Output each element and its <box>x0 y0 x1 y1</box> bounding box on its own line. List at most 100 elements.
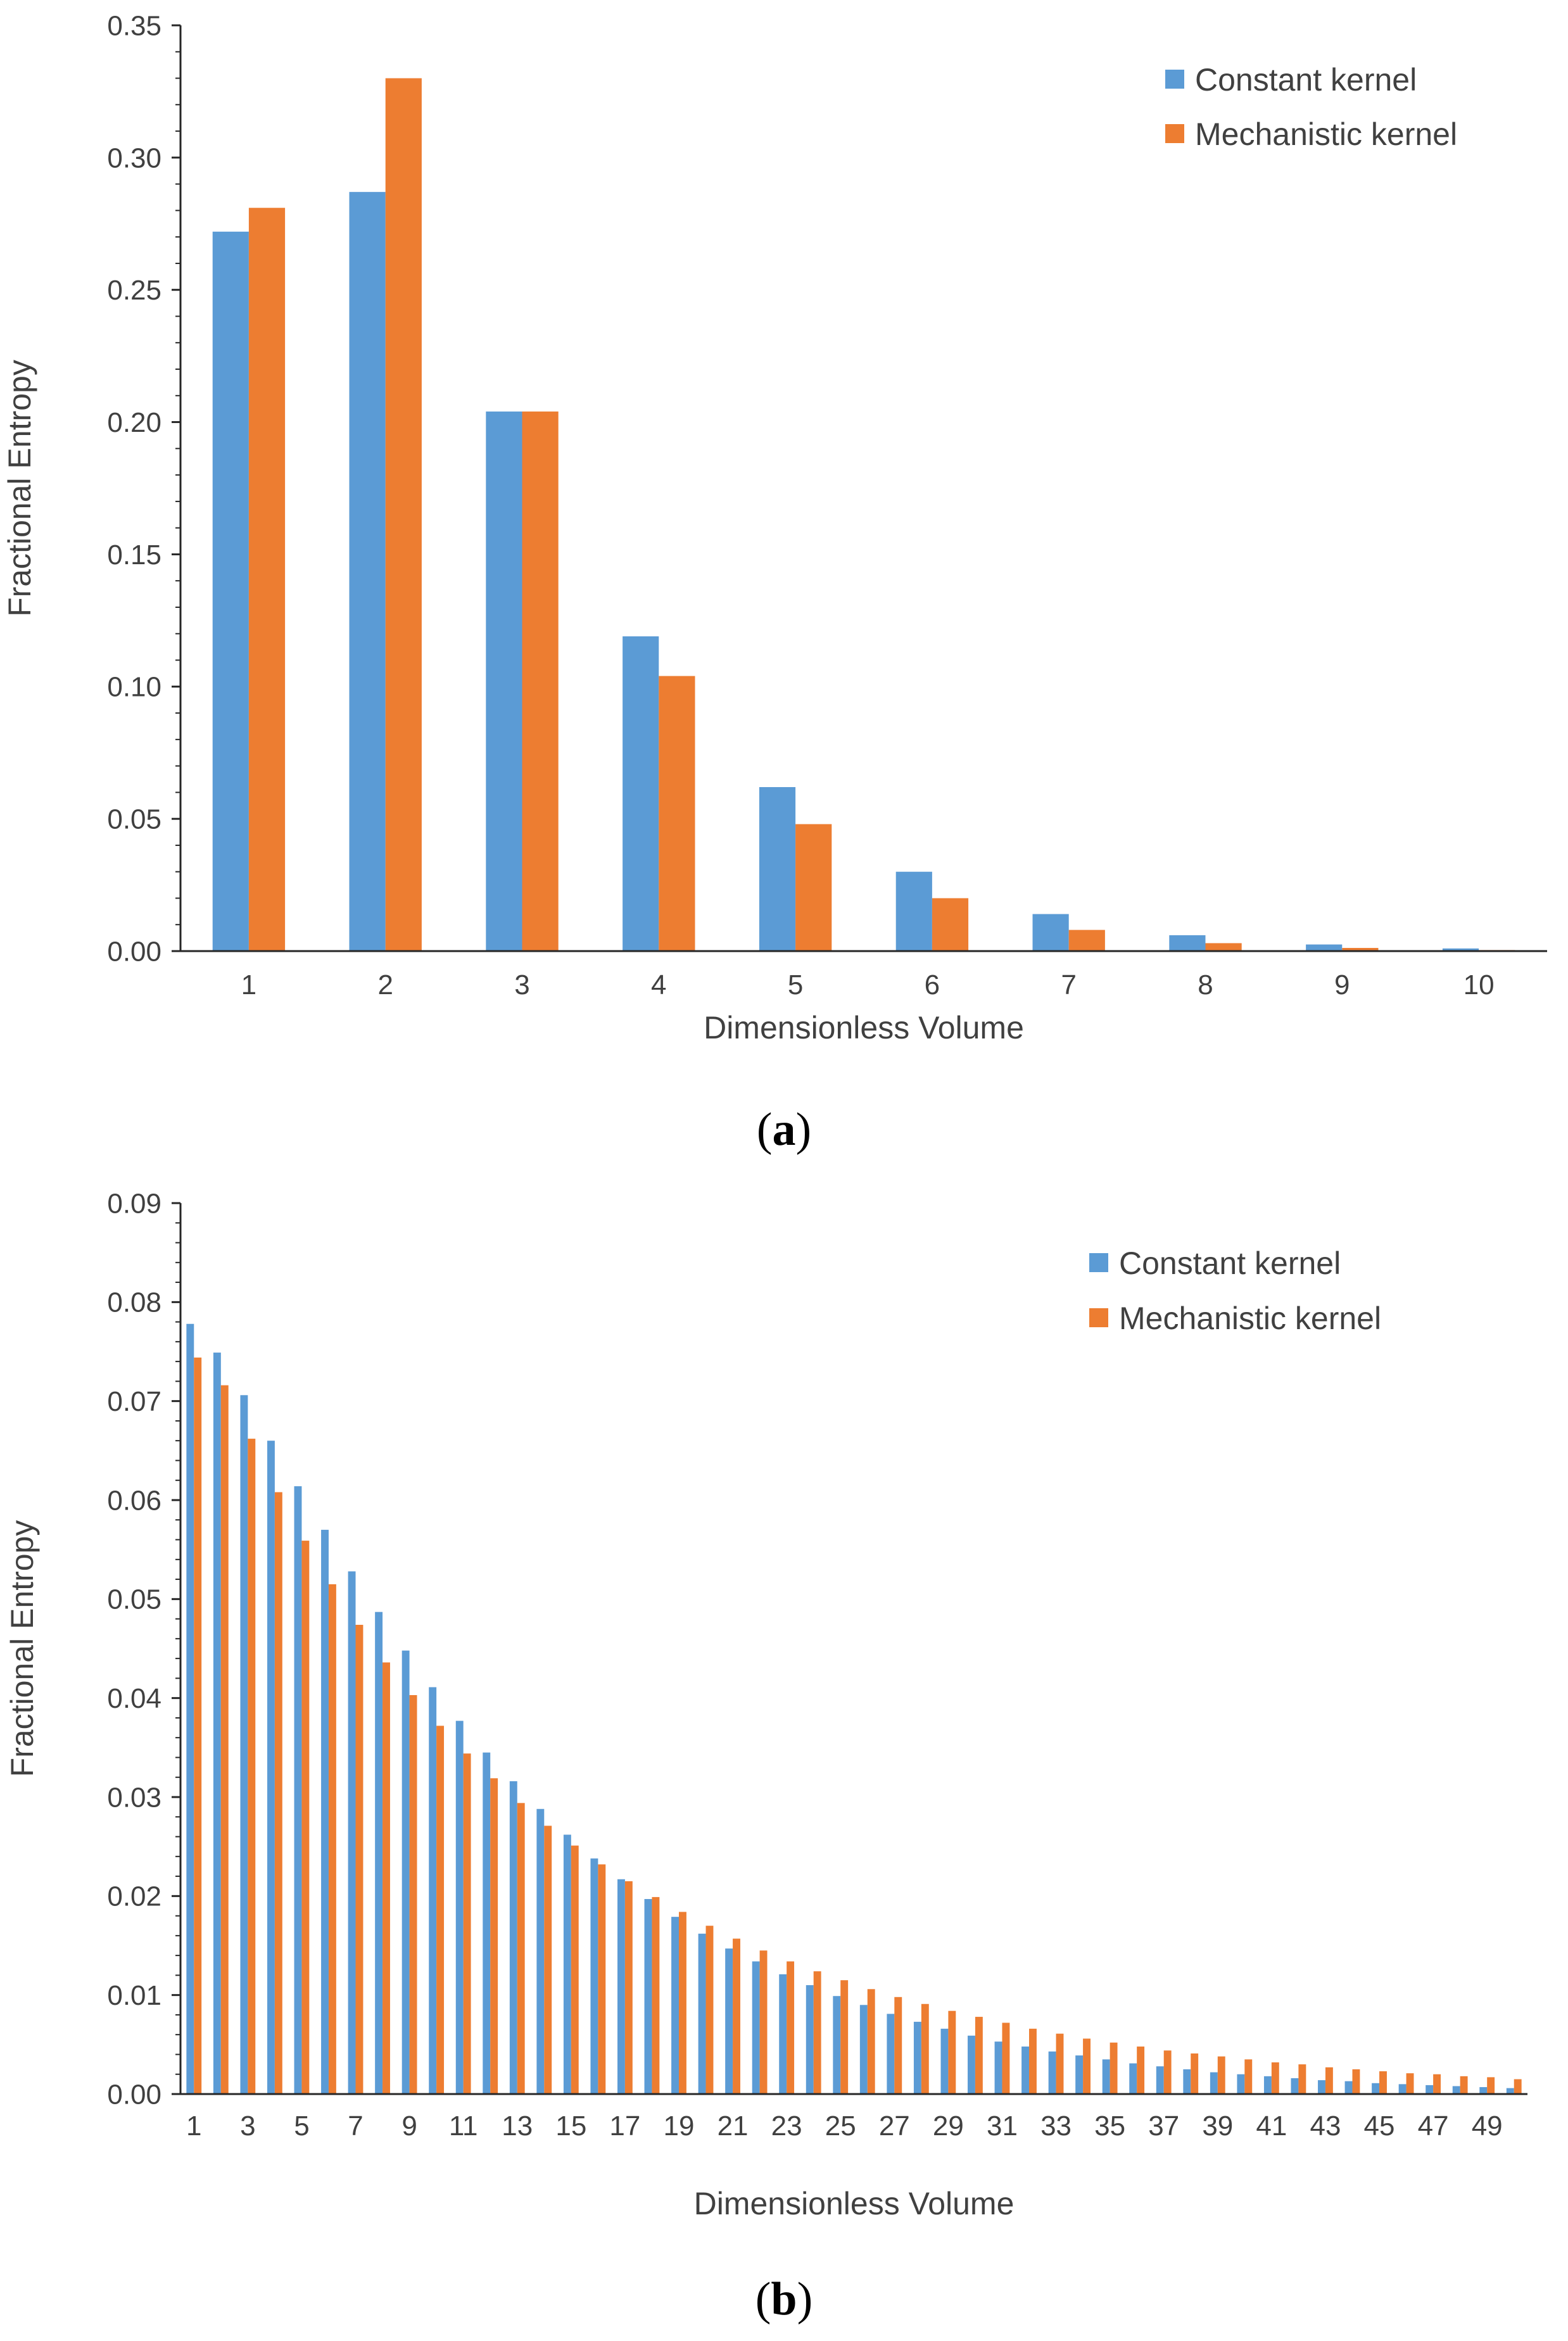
a-bar-constant <box>623 636 659 951</box>
b-x-tick-label: 25 <box>825 2111 856 2142</box>
b-y-tick-label: 0.01 <box>107 1980 161 2011</box>
a-bar-constant <box>1169 935 1206 951</box>
a-y-axis-ticks: 0.00 0.05 0.10 0.15 0.20 0.25 0.30 0.35 <box>107 10 180 967</box>
b-bar-constant <box>698 1933 706 2094</box>
b-bar-constant <box>1344 2081 1353 2094</box>
b-bar-constant <box>1156 2066 1164 2094</box>
a-bar-mechanistic <box>932 898 969 951</box>
b-bar-constant <box>887 2014 895 2094</box>
b-bar-constant <box>806 1985 814 2094</box>
a-bar-constant <box>212 231 249 951</box>
a-x-tick-label: 7 <box>1061 969 1076 1000</box>
b-y-tick-label: 0.05 <box>107 1584 161 1615</box>
b-x-tick-label: 43 <box>1310 2111 1341 2142</box>
a-x-tick-label: 6 <box>925 969 940 1000</box>
a-legend-swatch-mechanistic <box>1165 124 1184 143</box>
b-bar-mechanistic <box>759 1950 768 2094</box>
a-y-tick-label: 0.10 <box>107 672 161 703</box>
a-y-tick-label: 0.05 <box>107 804 161 835</box>
b-bar-constant <box>725 1948 733 2094</box>
b-bar-constant <box>186 1323 194 2094</box>
b-bar-constant <box>1479 2087 1488 2094</box>
a-legend-swatch-constant <box>1165 70 1184 89</box>
b-bar-mechanistic <box>894 1997 902 2094</box>
a-bar-mechanistic <box>795 824 832 951</box>
b-bar-constant <box>213 1353 221 2094</box>
a-bar-constant <box>1306 944 1343 951</box>
b-bar-mechanistic <box>1298 2064 1306 2094</box>
b-bar-mechanistic <box>1514 2079 1522 2094</box>
a-bar-mechanistic <box>522 411 559 951</box>
b-bar-constant <box>1210 2072 1218 2094</box>
b-bar-constant <box>590 1858 598 2094</box>
a-x-tick-label: 1 <box>241 969 256 1000</box>
b-y-tick-label: 0.09 <box>107 1188 161 1219</box>
b-bar-constant <box>1129 2063 1137 2094</box>
b-bar-mechanistic <box>705 1926 714 2094</box>
a-x-tick-label: 8 <box>1198 969 1213 1000</box>
b-bar-constant <box>913 2021 921 2094</box>
a-bar-constant <box>486 411 522 951</box>
b-bar-constant <box>483 1752 491 2094</box>
a-bar-mechanistic <box>1068 930 1105 951</box>
a-bar-constant <box>895 871 932 951</box>
a-bar-constant <box>1032 914 1069 951</box>
b-x-tick-label: 17 <box>609 2111 640 2142</box>
b-bar-constant <box>1452 2086 1460 2094</box>
chart-a: 0.00 0.05 0.10 0.15 0.20 0.25 0.30 0.35 1 2 3 4 5 6 7… <box>2 10 1547 1156</box>
b-bar-mechanistic <box>571 1845 579 2094</box>
a-x-tick-label: 9 <box>1334 969 1350 1000</box>
b-bar-constant <box>671 1917 679 2094</box>
b-bar-constant <box>859 2005 868 2094</box>
a-bar-constant <box>1442 948 1479 951</box>
b-bar-constant <box>401 1650 410 2094</box>
b-bar-mechanistic <box>1056 2033 1064 2094</box>
a-bar-mechanistic <box>1205 943 1242 951</box>
b-bar-constant <box>833 1996 841 2094</box>
b-bar-mechanistic <box>490 1778 498 2094</box>
a-y-tick-label: 0.30 <box>107 142 161 174</box>
b-x-tick-label: 11 <box>449 2111 478 2142</box>
b-bar-mechanistic <box>544 1826 552 2094</box>
a-bar-mechanistic <box>248 208 286 952</box>
a-x-tick-label: 10 <box>1464 969 1495 1000</box>
a-legend-label-mechanistic: Mechanistic kernel <box>1195 117 1457 152</box>
b-bar-constant <box>1291 2078 1299 2094</box>
b-x-tick-label: 45 <box>1364 2111 1395 2142</box>
b-bar-constant <box>1075 2055 1084 2094</box>
a-bar-constant <box>349 192 386 951</box>
a-bar-mechanistic <box>1342 947 1379 951</box>
b-y-tick-label: 0.04 <box>107 1683 161 1714</box>
b-x-tick-label: 41 <box>1256 2111 1287 2142</box>
b-bar-constant <box>644 1899 652 2094</box>
b-bar-mechanistic <box>948 2010 956 2094</box>
b-x-tick-label: 49 <box>1472 2111 1503 2142</box>
a-panel-label: (a) <box>757 1104 811 1156</box>
b-bar-mechanistic <box>840 1980 849 2094</box>
b-y-tick-label: 0.07 <box>107 1386 161 1417</box>
b-bar-mechanistic <box>1110 2042 1118 2094</box>
b-bar-mechanistic <box>220 1385 229 2094</box>
a-x-tick-label: 3 <box>514 969 529 1000</box>
b-bar-mechanistic <box>733 1938 740 2094</box>
a-bars <box>212 78 1515 952</box>
b-bar-mechanistic <box>328 1584 336 2094</box>
a-x-axis-ticks: 1 2 3 4 5 6 7 8 9 10 <box>241 969 1495 1000</box>
a-bar-mechanistic <box>385 78 422 951</box>
b-x-tick-label: 29 <box>933 2111 964 2142</box>
b-bar-mechanistic <box>301 1541 310 2094</box>
a-panel-letter: a <box>773 1104 796 1156</box>
b-x-tick-label: 9 <box>401 2111 417 2142</box>
b-bar-constant <box>429 1687 437 2094</box>
b-bar-mechanistic <box>1487 2077 1495 2094</box>
b-bar-constant <box>1183 2069 1191 2094</box>
b-bar-mechanistic <box>248 1439 256 2094</box>
b-bar-constant <box>617 1879 625 2094</box>
a-y-tick-label: 0.20 <box>107 407 161 438</box>
a-bar-mechanistic <box>659 676 695 951</box>
b-bar-constant <box>779 1974 787 2094</box>
b-bar-mechanistic <box>1217 2056 1225 2094</box>
b-bar-mechanistic <box>652 1896 660 2094</box>
b-bar-mechanistic <box>813 1971 821 2094</box>
b-bar-mechanistic <box>1379 2071 1387 2094</box>
